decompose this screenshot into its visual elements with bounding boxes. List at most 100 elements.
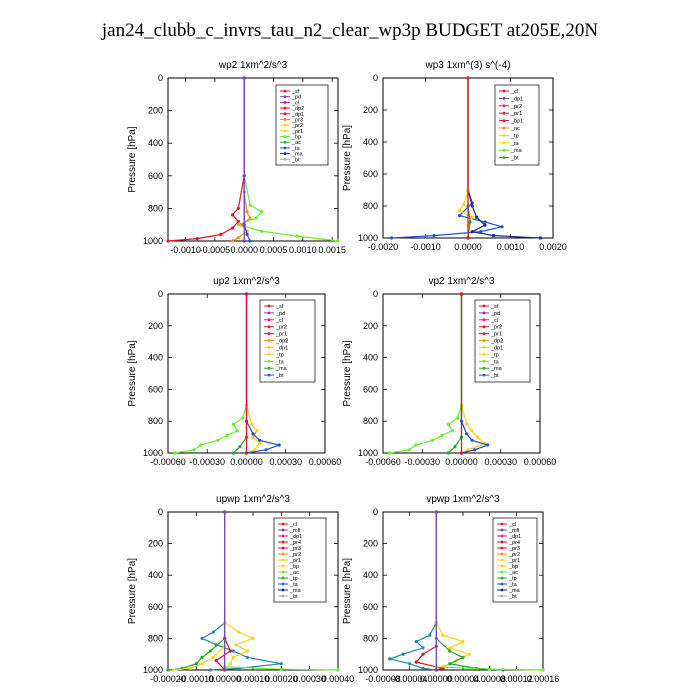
data-point bbox=[408, 662, 412, 666]
data-point bbox=[441, 633, 445, 637]
data-point bbox=[421, 666, 425, 671]
series-line-ta bbox=[467, 78, 541, 239]
data-point bbox=[195, 237, 199, 241]
data-point bbox=[260, 210, 264, 214]
legend-label: _tp bbox=[490, 352, 499, 358]
series-line-pr2 bbox=[224, 512, 255, 671]
data-point bbox=[468, 652, 472, 656]
legend-marker bbox=[502, 97, 506, 100]
y-tick-label: 400 bbox=[363, 353, 378, 363]
x-tick-label: 0.00010 bbox=[237, 674, 270, 684]
legend-label: _tp bbox=[510, 133, 519, 139]
legend-marker bbox=[500, 552, 504, 556]
data-point bbox=[466, 236, 470, 240]
x-tick-label: 0.00040 bbox=[322, 674, 355, 684]
legend-label: _mfl bbox=[508, 528, 519, 534]
x-tick-label: 0.0015 bbox=[318, 245, 346, 255]
legend-marker bbox=[502, 141, 506, 145]
data-point bbox=[421, 646, 425, 650]
series-line-ac bbox=[387, 512, 437, 671]
legend-marker bbox=[500, 570, 504, 574]
data-point bbox=[230, 226, 235, 230]
data-point bbox=[336, 239, 340, 243]
legend-label: _dp1 bbox=[289, 534, 302, 540]
y-tick-label: 800 bbox=[363, 416, 378, 426]
data-point bbox=[434, 510, 438, 514]
panel-title: up2 1xm^2/s^3 bbox=[213, 276, 280, 287]
data-point bbox=[450, 429, 454, 433]
legend-marker bbox=[281, 540, 285, 544]
data-point bbox=[211, 655, 215, 660]
data-point bbox=[219, 232, 223, 237]
legend-marker bbox=[482, 332, 486, 336]
legend-marker bbox=[267, 352, 271, 356]
x-tick-label: 0.0005 bbox=[260, 245, 288, 255]
data-point bbox=[414, 640, 418, 644]
y-tick-label: 1000 bbox=[358, 448, 378, 458]
data-point bbox=[414, 443, 418, 447]
data-point bbox=[431, 438, 435, 442]
y-tick-label: 800 bbox=[148, 633, 163, 643]
legend-label: _ma bbox=[289, 588, 302, 594]
legend-marker bbox=[482, 311, 486, 315]
data-point bbox=[236, 206, 240, 210]
y-tick-label: 1000 bbox=[143, 236, 163, 246]
x-tick-label: 0.0020 bbox=[539, 242, 567, 252]
legend-marker bbox=[500, 594, 504, 598]
data-point bbox=[448, 662, 452, 666]
data-point bbox=[461, 640, 465, 644]
data-point bbox=[237, 630, 241, 634]
data-point bbox=[223, 510, 227, 514]
y-tick-label: 600 bbox=[148, 384, 163, 394]
legend-marker bbox=[267, 325, 271, 329]
x-tick-label: 0.00060 bbox=[309, 457, 342, 467]
x-tick-label: 0.00000 bbox=[230, 457, 263, 467]
legend-label: _tp bbox=[508, 576, 517, 582]
data-point bbox=[244, 292, 249, 296]
y-tick-label: 200 bbox=[148, 539, 163, 549]
data-point bbox=[432, 234, 436, 238]
legend-marker bbox=[500, 528, 504, 532]
data-point bbox=[172, 668, 176, 672]
legend-marker bbox=[283, 135, 287, 138]
series-line-ac bbox=[200, 512, 282, 671]
legend-marker bbox=[482, 304, 486, 308]
data-point bbox=[172, 451, 177, 455]
legend-marker bbox=[482, 366, 486, 370]
series-line-dp2 bbox=[232, 294, 248, 454]
data-point bbox=[491, 234, 496, 238]
x-tick-label: 0.0010 bbox=[289, 245, 317, 255]
legend-marker bbox=[281, 558, 285, 562]
data-point bbox=[388, 657, 392, 661]
y-tick-label: 400 bbox=[148, 570, 163, 580]
data-point bbox=[242, 76, 246, 80]
legend-label: _cl bbox=[289, 522, 297, 528]
data-point bbox=[453, 445, 457, 449]
data-point bbox=[483, 220, 487, 224]
y-tick-label: 800 bbox=[148, 203, 163, 213]
data-point bbox=[279, 662, 283, 666]
legend-marker bbox=[283, 152, 287, 156]
legend-marker bbox=[502, 89, 506, 93]
legend-marker bbox=[281, 588, 285, 592]
panel-title: vpwp 1xm^2/s^3 bbox=[426, 494, 500, 505]
legend-label: _ac bbox=[508, 570, 518, 576]
x-tick-label: 0.00004 bbox=[447, 674, 480, 684]
data-point bbox=[248, 239, 252, 243]
y-tick-label: 200 bbox=[148, 321, 163, 331]
y-tick-label: 400 bbox=[148, 138, 163, 148]
data-point bbox=[241, 416, 245, 420]
data-point bbox=[459, 451, 464, 455]
legend-marker bbox=[502, 119, 506, 122]
legend-label: _cl bbox=[275, 318, 283, 324]
y-tick-label: 1000 bbox=[143, 665, 163, 675]
legend-label: _ta bbox=[508, 582, 518, 588]
legend-marker bbox=[500, 582, 504, 586]
legend-marker bbox=[500, 564, 504, 568]
data-point bbox=[208, 649, 213, 653]
legend-label: _bp bbox=[289, 564, 299, 570]
series-line-dp1 bbox=[389, 294, 463, 454]
legend-label: _pr2 bbox=[289, 552, 301, 558]
legend-label: _pr1 bbox=[291, 129, 303, 135]
data-point bbox=[214, 658, 218, 663]
